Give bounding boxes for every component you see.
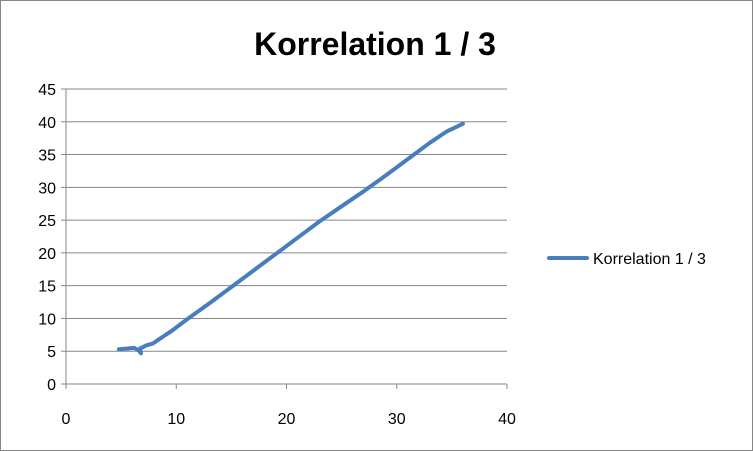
y-tick-label: 15: [38, 279, 56, 296]
x-tick-label: 0: [62, 411, 71, 428]
y-tick-label: 25: [38, 213, 56, 230]
y-tick-label: 5: [47, 344, 56, 361]
y-tick-label: 35: [38, 148, 56, 165]
y-tick-label: 30: [38, 180, 56, 197]
y-tick-label: 45: [38, 82, 56, 99]
y-tick-label: 20: [38, 246, 56, 263]
axes: [61, 88, 508, 389]
tick-labels: 0 5 10 15 20 25 30 35 40 45 0 10 20 30 40: [38, 82, 516, 428]
x-tick-label: 40: [498, 411, 516, 428]
x-tick-label: 20: [278, 411, 296, 428]
x-tick-label: 30: [388, 411, 406, 428]
chart-title: Korrelation 1 / 3: [254, 26, 496, 62]
legend-label: Korrelation 1 / 3: [593, 251, 706, 268]
series-line: [116, 121, 465, 356]
y-tick-label: 40: [38, 115, 56, 132]
gridlines: [66, 88, 507, 352]
x-tick-label: 10: [167, 411, 185, 428]
y-tick-label: 0: [47, 377, 56, 394]
legend: Korrelation 1 / 3: [547, 251, 706, 268]
y-tick-label: 10: [38, 311, 56, 328]
series-lines: [116, 121, 465, 356]
